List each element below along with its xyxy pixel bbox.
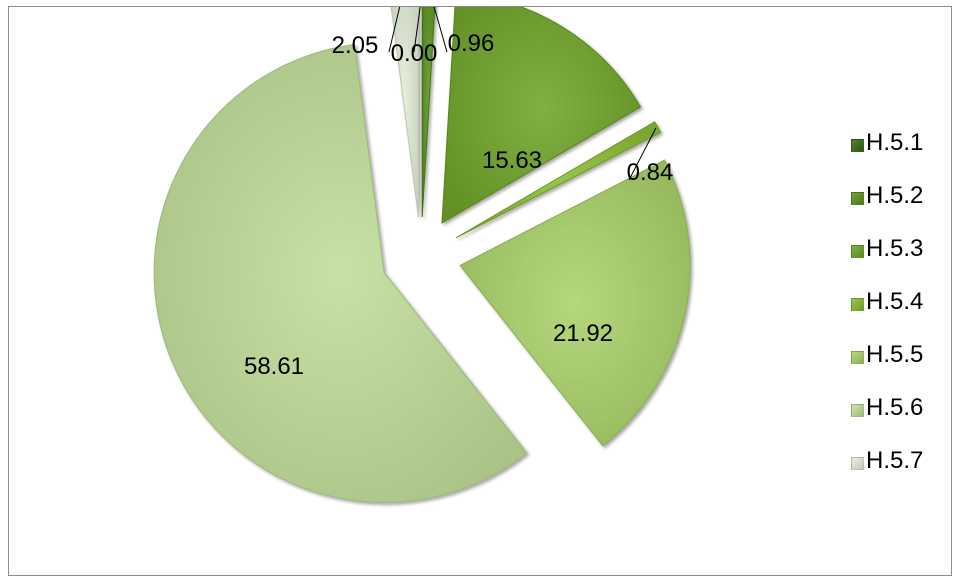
leader-line <box>628 127 657 181</box>
data-label: 0.96 <box>448 30 495 57</box>
legend-swatch <box>851 245 864 258</box>
pie-slice-h-5-5 <box>459 159 691 447</box>
legend-swatch <box>851 404 864 417</box>
leader-line <box>388 7 401 53</box>
legend-label: H.5.5 <box>866 341 924 368</box>
legend-label: H.5.3 <box>866 235 924 262</box>
legend-label: H.5.6 <box>866 394 924 421</box>
data-label: 15.63 <box>482 147 542 174</box>
pie-slice-h-5-3 <box>441 7 642 224</box>
legend-item: H.5.6 <box>847 390 956 443</box>
data-label: 21.92 <box>553 320 613 347</box>
leader-line <box>413 7 421 53</box>
pie-chart: 0.00 0.96 15.63 0.84 21.92 58.61 2.05 <box>153 7 691 503</box>
data-label: 58.61 <box>244 353 304 380</box>
legend-swatch <box>851 351 864 364</box>
legend-swatch <box>851 139 864 152</box>
pie-slice-h-5-2 <box>421 7 436 218</box>
legend-swatch <box>851 192 864 205</box>
data-label: 0.00 <box>391 40 438 67</box>
legend-swatch <box>851 457 864 470</box>
pie-slice-h-5-6 <box>153 43 528 503</box>
legend-label: H.5.4 <box>866 288 924 315</box>
pie-slice-h-5-7 <box>390 7 419 218</box>
legend-item: H.5.5 <box>847 337 956 390</box>
legend-item: H.5.2 <box>847 178 956 231</box>
legend-label: H.5.2 <box>866 182 924 209</box>
data-label: 2.05 <box>332 32 379 59</box>
data-labels: 0.00 0.96 15.63 0.84 21.92 58.61 2.05 <box>244 30 673 380</box>
legend-item: H.5.4 <box>847 284 956 337</box>
legend-label: H.5.1 <box>866 129 924 156</box>
legend-item: H.5.3 <box>847 231 956 284</box>
pie-slice-h-5-4 <box>455 121 662 239</box>
legend: H.5.1 H.5.2 H.5.3 H.5.4 H.5.5 H.5.6 H.5.7 <box>847 125 956 496</box>
leader-line <box>433 7 448 53</box>
chart-area: 0.00 0.96 15.63 0.84 21.92 58.61 2.05 H.5.1 H.5… <box>8 6 952 576</box>
legend-item: H.5.1 <box>847 125 956 178</box>
data-label: 0.84 <box>627 159 674 186</box>
legend-item: H.5.7 <box>847 443 956 496</box>
legend-swatch <box>851 298 864 311</box>
leader-lines <box>388 7 657 181</box>
legend-label: H.5.7 <box>866 447 924 474</box>
slices-layer <box>153 7 691 503</box>
